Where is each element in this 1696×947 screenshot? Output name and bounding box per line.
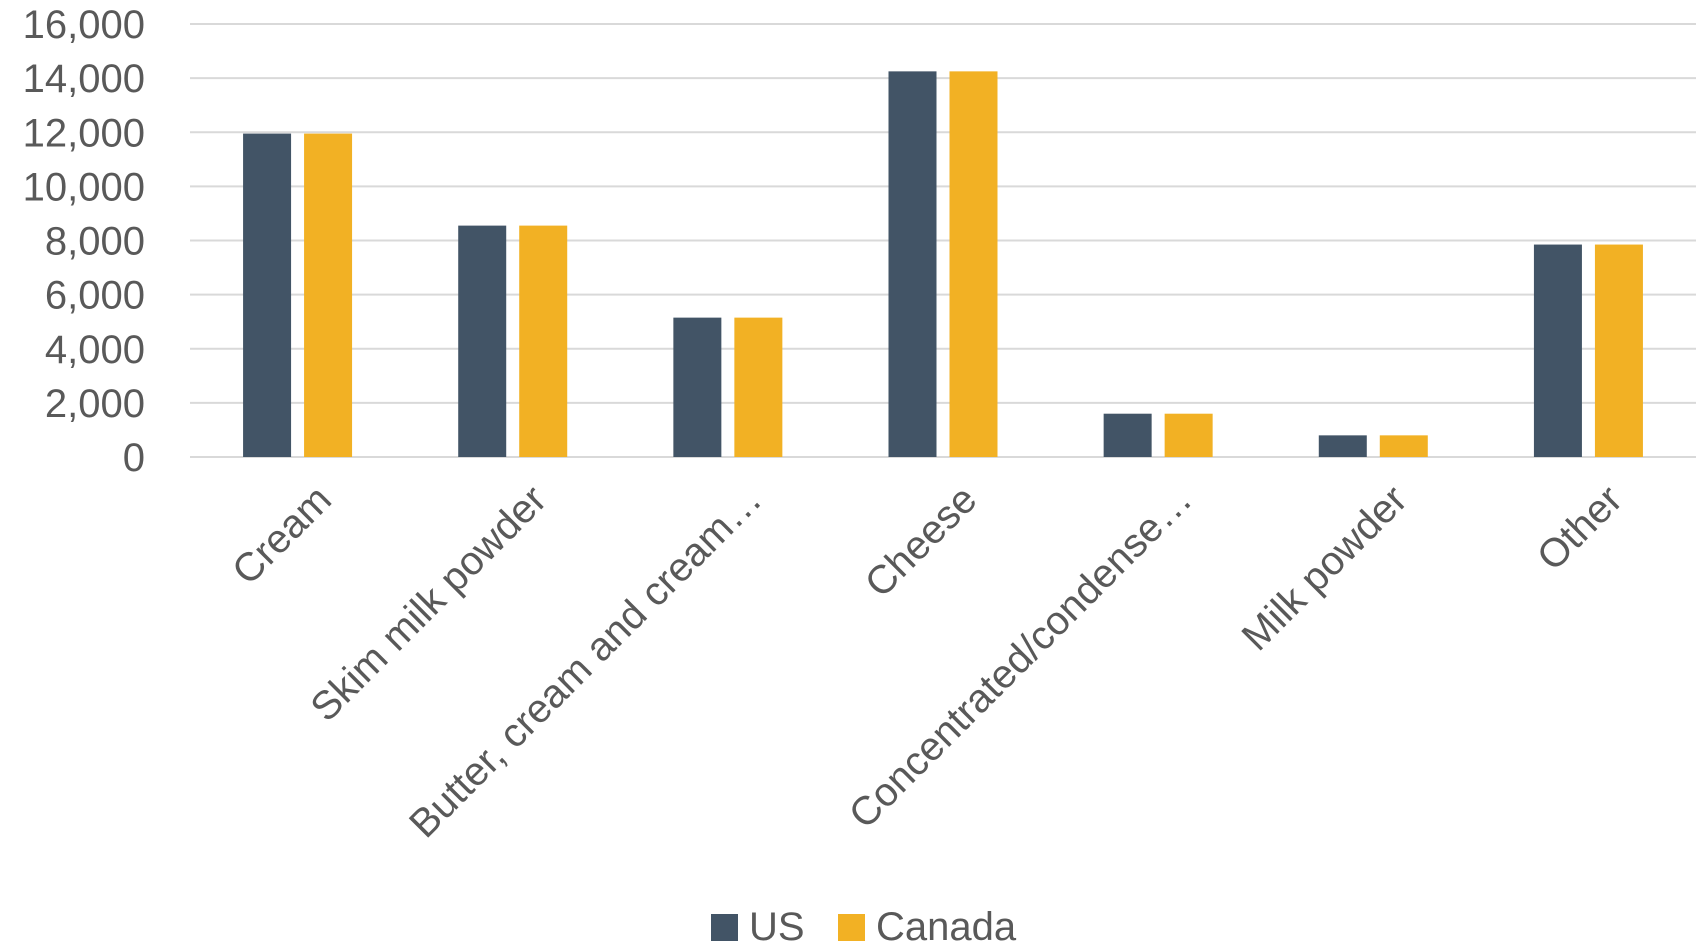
legend-swatch-us: [711, 914, 738, 941]
legend-swatch-canada: [838, 914, 865, 941]
gridlines: [190, 23, 1696, 458]
y-tick-label: 14,000: [23, 57, 145, 101]
bar-canada: [1164, 413, 1213, 457]
x-category-label: Skim milk powder: [302, 477, 555, 730]
bars: [243, 71, 1643, 457]
x-category-label: Other: [1529, 477, 1631, 579]
x-category-label: Cream: [224, 477, 340, 593]
x-category-label: Butter, cream and cream…: [401, 477, 770, 846]
bar-canada: [519, 225, 568, 457]
bar-us: [1318, 435, 1367, 457]
legend: US Canada: [711, 905, 1017, 947]
y-tick-label: 6,000: [45, 274, 145, 318]
bar-canada: [949, 71, 998, 457]
legend-label-us: US: [749, 905, 805, 947]
legend-label-canada: Canada: [876, 905, 1017, 947]
bar-us: [1533, 244, 1582, 457]
x-category-label: Concentrated/condense…: [841, 477, 1201, 837]
bar-canada: [304, 133, 353, 457]
bar-us: [243, 133, 292, 457]
x-category-label: Milk powder: [1234, 477, 1416, 659]
y-tick-label: 12,000: [23, 111, 145, 155]
bar-canada: [1379, 435, 1428, 457]
y-axis: 0 2,000 4,000 6,000 8,000 10,000 12,000 14,000 1…: [23, 3, 145, 480]
bar-canada: [1594, 244, 1643, 457]
x-category-label: Cheese: [857, 477, 986, 606]
y-tick-label: 2,000: [45, 382, 145, 426]
bar-us: [458, 225, 507, 457]
bar-canada: [734, 317, 783, 457]
bar-us: [888, 71, 937, 457]
bar-us: [673, 317, 722, 457]
y-tick-label: 10,000: [23, 165, 145, 209]
y-tick-label: 0: [123, 436, 145, 480]
y-tick-label: 16,000: [23, 3, 145, 47]
bar-us: [1103, 413, 1152, 457]
y-tick-label: 4,000: [45, 328, 145, 372]
y-tick-label: 8,000: [45, 220, 145, 264]
